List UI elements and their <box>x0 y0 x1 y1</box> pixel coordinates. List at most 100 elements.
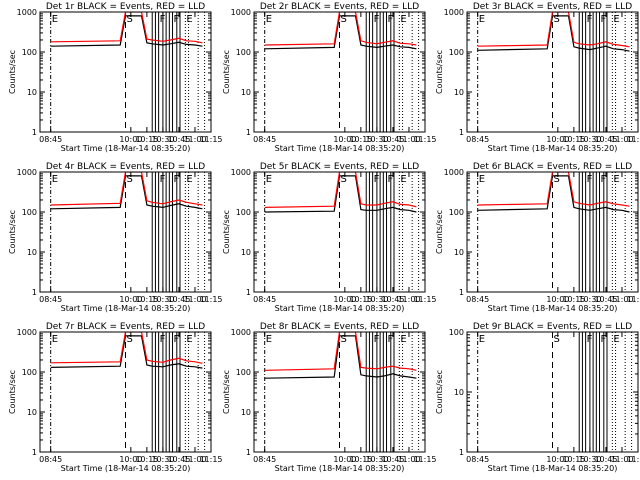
series-events <box>50 335 203 369</box>
marker-label: S <box>127 14 133 25</box>
y-tick-label: 100 <box>449 328 464 337</box>
y-tick-label: 10 <box>27 88 37 97</box>
x-axis-label: Start Time (18-Mar-14 08:35:20) <box>488 464 618 473</box>
plot-frame <box>39 11 212 133</box>
y-axis-label: Counts/sec <box>435 210 444 254</box>
x-tick-label: 11:00 <box>183 295 206 304</box>
marker-label: F <box>601 14 607 25</box>
x-tick-label: 10:45 <box>381 135 404 144</box>
x-tick-label: 10:15 <box>562 455 585 464</box>
x-tick-label: 10:15 <box>349 295 372 304</box>
x-axis-label: Start Time (18-Mar-14 08:35:20) <box>61 144 191 153</box>
marker-label: E <box>52 174 58 185</box>
y-tick-label: 1000 <box>444 168 464 177</box>
marker-label: E <box>186 14 192 25</box>
marker-label: E <box>479 14 485 25</box>
y-axis-label: Counts/sec <box>8 210 17 254</box>
y-axis-label: Counts/sec <box>435 50 444 94</box>
y-tick-label: 10 <box>241 88 251 97</box>
x-tick-label: 10:00 <box>333 455 356 464</box>
x-tick-label: 10:30 <box>151 135 174 144</box>
series-events <box>50 15 203 47</box>
series-lld <box>264 332 417 371</box>
x-tick-label: 10:15 <box>135 135 158 144</box>
marker-label: E <box>400 174 406 185</box>
y-tick-label: 10 <box>454 388 464 397</box>
x-tick-label: 11:15 <box>626 135 640 144</box>
x-tick-label: 08:45 <box>466 295 489 304</box>
series-events <box>264 15 417 50</box>
marker-label: S <box>127 334 133 345</box>
marker-label: S <box>341 14 347 25</box>
marker-label: F <box>601 174 607 185</box>
y-axis-label: Counts/sec <box>222 370 231 414</box>
marker-label: E <box>186 334 192 345</box>
x-tick-label: 10:30 <box>365 135 388 144</box>
plot-area <box>50 12 206 132</box>
y-axis-label: Counts/sec <box>8 50 17 94</box>
y-tick-label: 1000 <box>17 328 37 337</box>
x-tick-label: 10:45 <box>381 295 404 304</box>
x-tick-label: 11:00 <box>183 455 206 464</box>
plot-frame <box>466 11 639 133</box>
y-tick-label: 1000 <box>231 328 251 337</box>
x-tick-label: 10:15 <box>349 135 372 144</box>
plot-frame <box>39 171 212 293</box>
marker-label: F <box>587 334 593 345</box>
x-tick-label: 11:15 <box>413 135 436 144</box>
y-tick-label: 10 <box>454 248 464 257</box>
x-tick-label: 11:00 <box>610 135 633 144</box>
x-tick-label: 11:00 <box>397 455 420 464</box>
panel-title: Det 1r BLACK = Events, RED = LLD <box>46 2 205 12</box>
marker-label: E <box>479 334 485 345</box>
x-tick-label: 11:00 <box>610 295 633 304</box>
marker-label: F <box>174 14 180 25</box>
marker-label: S <box>127 174 133 185</box>
x-tick-label: 08:45 <box>253 135 276 144</box>
series-lld <box>50 12 203 44</box>
panel-title: Det 7r BLACK = Events, RED = LLD <box>46 322 205 332</box>
marker-label: E <box>400 14 406 25</box>
y-tick-label: 100 <box>22 208 37 217</box>
x-tick-label: 08:45 <box>466 455 489 464</box>
plot-area <box>50 172 206 292</box>
y-axis-label: Counts/sec <box>435 370 444 414</box>
series-lld <box>50 172 203 206</box>
y-tick-label: 1 <box>459 288 464 297</box>
plot-frame <box>253 331 426 453</box>
y-tick-label: 10 <box>27 408 37 417</box>
y-tick-label: 1 <box>32 448 37 457</box>
marker-label: E <box>266 14 272 25</box>
y-tick-label: 100 <box>236 208 251 217</box>
x-tick-label: 08:45 <box>466 135 489 144</box>
x-axis-label: Start Time (18-Mar-14 08:35:20) <box>275 304 405 313</box>
y-tick-label: 1 <box>246 448 251 457</box>
x-tick-label: 11:00 <box>610 455 633 464</box>
y-tick-label: 1 <box>459 448 464 457</box>
y-tick-label: 1 <box>246 128 251 137</box>
plot-area <box>264 172 420 292</box>
x-tick-label: 11:00 <box>183 135 206 144</box>
y-tick-label: 10 <box>241 248 251 257</box>
series-lld <box>50 332 203 364</box>
y-tick-label: 100 <box>236 368 251 377</box>
y-tick-label: 1000 <box>231 8 251 17</box>
marker-label: E <box>613 174 619 185</box>
marker-label: E <box>266 174 272 185</box>
marker-label: E <box>52 14 58 25</box>
x-tick-label: 10:00 <box>333 135 356 144</box>
y-tick-label: 100 <box>22 368 37 377</box>
x-tick-label: 10:00 <box>119 455 142 464</box>
x-tick-label: 10:00 <box>546 455 569 464</box>
x-tick-label: 10:45 <box>594 295 617 304</box>
x-axis-label: Start Time (18-Mar-14 08:35:20) <box>61 464 191 473</box>
x-tick-label: 10:30 <box>578 135 601 144</box>
series-lld <box>477 12 630 48</box>
y-tick-label: 1 <box>32 288 37 297</box>
x-tick-label: 08:45 <box>253 455 276 464</box>
marker-label: S <box>554 334 560 345</box>
